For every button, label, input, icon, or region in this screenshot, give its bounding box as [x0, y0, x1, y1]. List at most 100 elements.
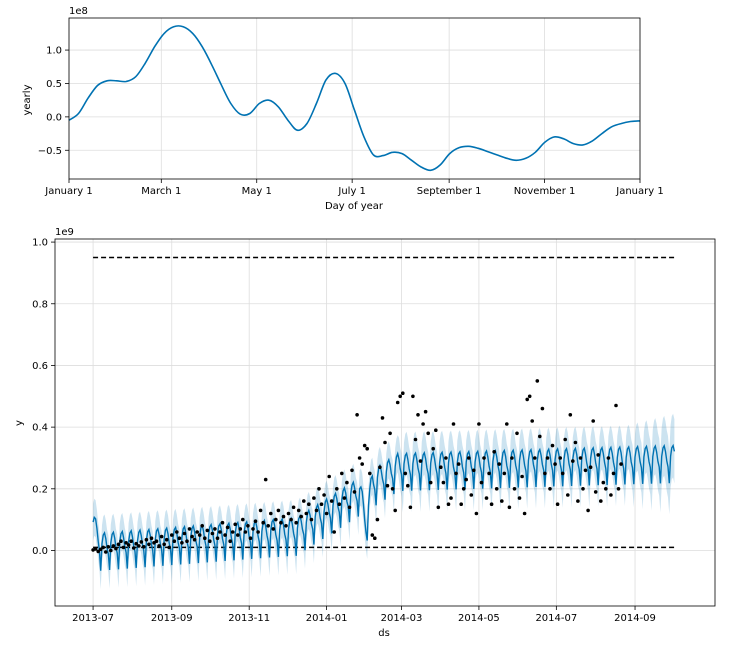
- observation-point: [611, 471, 616, 476]
- observation-point: [355, 413, 359, 417]
- observation-point: [472, 468, 476, 473]
- observation-point: [566, 493, 570, 497]
- bottom-y-multiplier: 1e9: [55, 227, 74, 238]
- observation-point: [294, 520, 299, 525]
- observation-point: [502, 471, 507, 476]
- observation-point: [119, 539, 123, 543]
- observation-point: [474, 511, 479, 516]
- observation-point: [520, 474, 524, 479]
- observation-point: [93, 547, 98, 551]
- observation-point: [159, 534, 164, 539]
- bottom-y-tick-label: 0.4: [32, 423, 48, 434]
- observation-point: [416, 413, 420, 417]
- observation-point: [477, 422, 481, 426]
- observation-point: [126, 543, 131, 547]
- observation-point: [459, 502, 464, 507]
- forecast-chart: 2013-07 2013-09 2013-11 2014-01 2014-03 2014-…: [14, 227, 716, 639]
- yearly-component-chart: January 1 March 1 May 1 July 1 September 1 No…: [22, 6, 664, 212]
- observation-point: [142, 545, 146, 549]
- observation-point: [469, 493, 474, 497]
- observation-point: [322, 493, 326, 497]
- observation-point: [494, 487, 499, 491]
- observation-point: [573, 440, 578, 445]
- observation-point: [576, 499, 580, 503]
- observation-point: [401, 391, 405, 396]
- observation-point: [342, 496, 347, 500]
- observation-point: [550, 443, 555, 448]
- observation-point: [279, 520, 283, 525]
- observation-point: [144, 537, 149, 542]
- observation-point: [319, 502, 324, 507]
- observation-point: [362, 443, 367, 448]
- observation-point: [451, 422, 456, 426]
- observation-point: [195, 530, 199, 534]
- observation-point: [370, 533, 375, 537]
- observation-point: [251, 527, 255, 531]
- observation-point: [137, 544, 141, 548]
- observation-point: [218, 530, 222, 534]
- observation-point: [307, 502, 311, 507]
- bottom-y-tick-label: 0.0: [32, 546, 48, 557]
- top-x-axis-label: Day of year: [325, 201, 384, 212]
- observation-point: [599, 499, 603, 503]
- observation-point: [147, 542, 151, 547]
- observation-point: [375, 517, 380, 522]
- observation-point: [225, 525, 230, 530]
- top-x-tick-label: March 1: [141, 186, 181, 197]
- observation-point: [111, 544, 116, 548]
- observation-point: [568, 413, 573, 417]
- observation-point: [208, 539, 212, 543]
- observation-point: [284, 524, 288, 528]
- observation-point: [347, 505, 352, 510]
- bottom-x-ticks: 2013-07 2013-09 2013-11 2014-01 2014-03 2014-…: [72, 606, 656, 624]
- observation-point: [291, 505, 296, 510]
- observation-point: [96, 549, 100, 554]
- observation-point: [517, 496, 522, 500]
- bottom-x-tick-label: 2013-07: [72, 613, 114, 624]
- observation-point: [317, 487, 321, 491]
- observation-point: [510, 456, 514, 460]
- observation-point: [464, 477, 469, 482]
- observation-point: [324, 511, 329, 516]
- observation-point: [411, 394, 415, 399]
- observation-point: [586, 508, 590, 513]
- observation-point: [436, 505, 441, 510]
- observation-point: [266, 524, 271, 528]
- observation-point: [380, 416, 385, 420]
- observation-point: [121, 545, 126, 550]
- observation-point: [588, 465, 593, 470]
- observation-point: [563, 437, 567, 442]
- bottom-x-tick-label: 2014-05: [458, 613, 500, 624]
- observation-point: [487, 471, 491, 476]
- observation-point: [456, 462, 461, 466]
- observation-point: [327, 474, 332, 479]
- bottom-x-tick-label: 2014-03: [381, 613, 423, 624]
- observation-point: [223, 533, 227, 537]
- observation-point: [256, 530, 260, 534]
- observation-point: [134, 541, 138, 546]
- cap-floor-lines: [93, 256, 675, 549]
- observation-point: [230, 530, 235, 534]
- observation-point: [553, 462, 557, 466]
- observation-point: [545, 456, 550, 460]
- bottom-gridlines: [55, 239, 715, 606]
- observation-point: [393, 508, 398, 513]
- observation-point: [238, 527, 243, 531]
- observation-point: [378, 465, 382, 470]
- observation-point: [337, 502, 342, 507]
- observation-point: [286, 511, 291, 516]
- observation-point: [281, 514, 286, 519]
- observation-point: [106, 545, 111, 549]
- observation-point: [408, 505, 413, 510]
- observation-point: [593, 490, 598, 494]
- observation-point: [492, 450, 497, 454]
- observation-point: [276, 508, 281, 513]
- observation-point: [535, 379, 540, 383]
- observation-point: [555, 502, 560, 507]
- observation-point: [601, 480, 606, 485]
- observation-point: [479, 480, 484, 485]
- observation-point: [109, 548, 113, 553]
- observation-point: [431, 446, 436, 451]
- observation-point: [444, 456, 448, 460]
